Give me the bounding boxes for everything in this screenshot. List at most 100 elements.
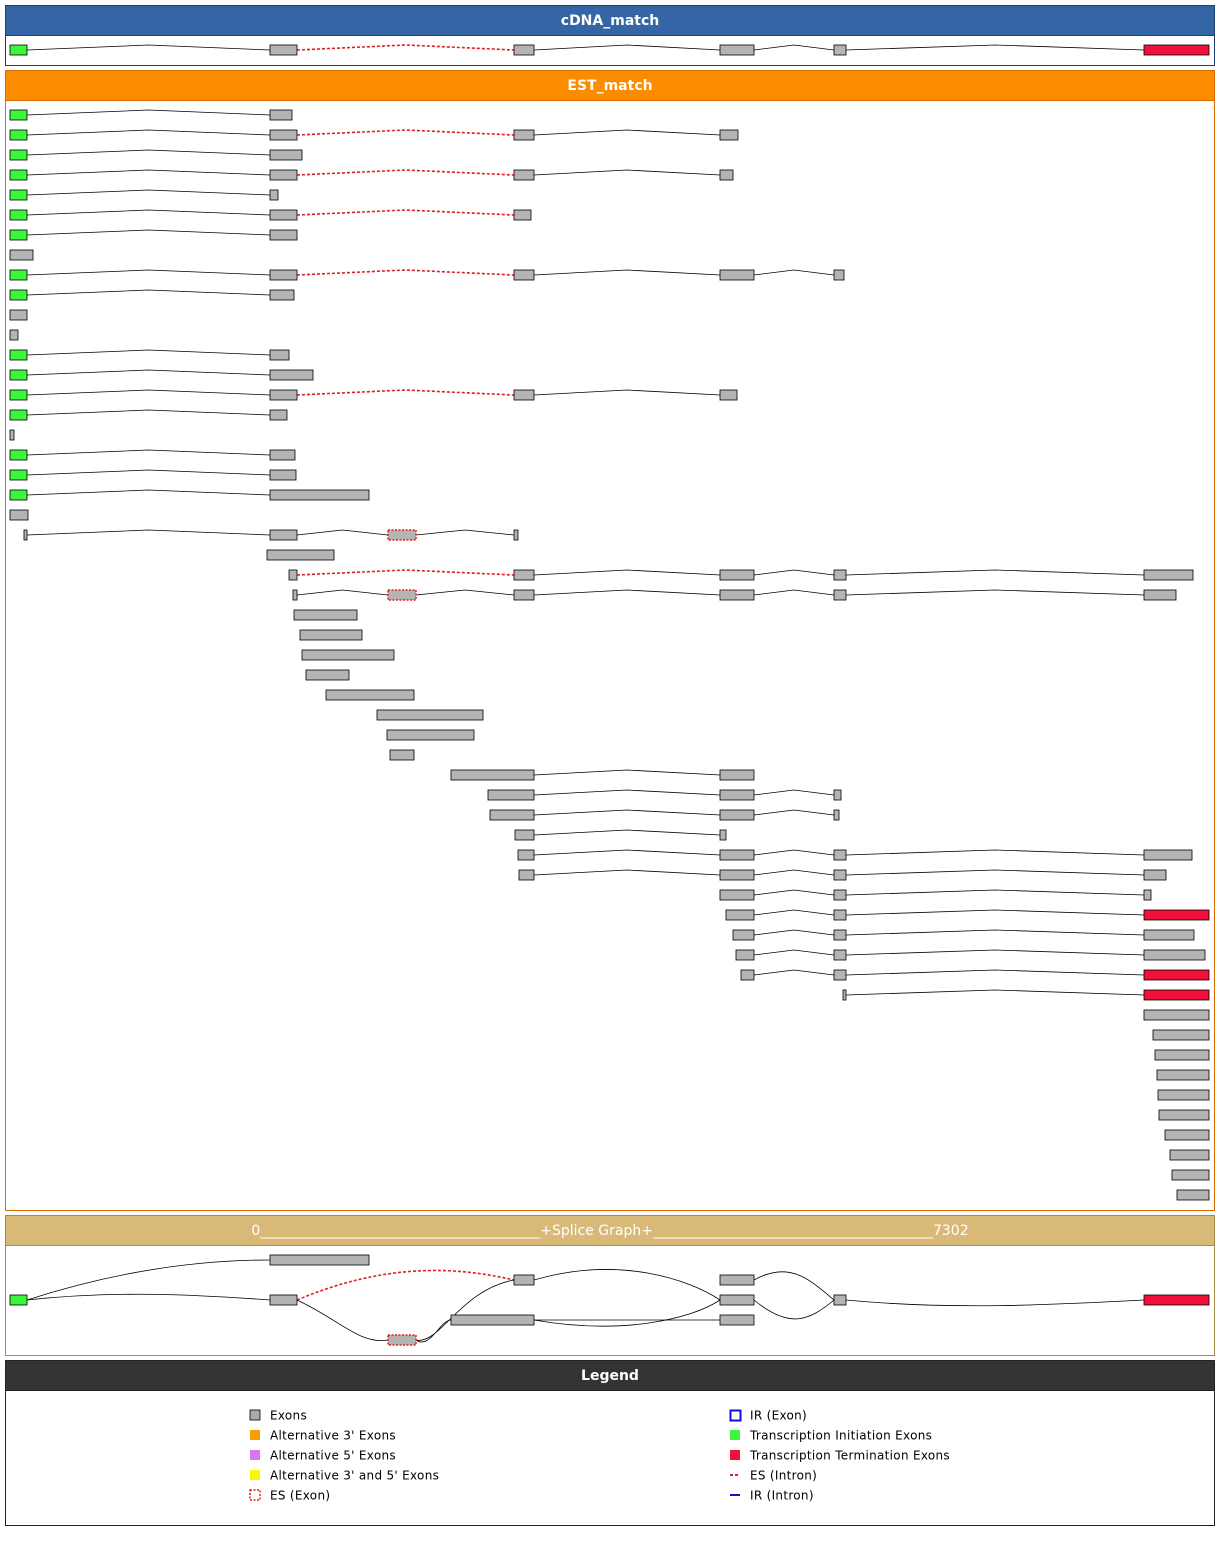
exon [269, 469, 297, 481]
intron [533, 589, 721, 596]
exon [719, 869, 755, 881]
initiation-exon [9, 189, 28, 201]
intron [753, 849, 835, 856]
exon [9, 329, 19, 341]
exon [833, 789, 842, 801]
intron [26, 209, 271, 216]
intron [26, 109, 271, 116]
intron [753, 909, 835, 916]
exon [1143, 589, 1177, 601]
exon [269, 209, 298, 221]
initiation-exon [9, 369, 28, 381]
intron [26, 189, 271, 196]
exon [719, 809, 755, 821]
exon [513, 44, 535, 56]
exon [1169, 1149, 1210, 1161]
exon [719, 769, 755, 781]
cdna-title: cDNA_match [561, 13, 659, 29]
exon [9, 509, 29, 521]
legend-label: Alternative 5' Exons [270, 1449, 396, 1463]
intron [533, 789, 721, 796]
intron [753, 969, 835, 976]
exon [1164, 1129, 1210, 1141]
exon [1176, 1189, 1210, 1201]
est-rows [9, 44, 1210, 1201]
exon [513, 209, 532, 221]
intron [26, 149, 271, 156]
legend-label: IR (Intron) [750, 1489, 814, 1503]
initiation-exon [9, 389, 28, 401]
intron [845, 909, 1145, 916]
intron [753, 949, 835, 956]
exon [288, 569, 298, 581]
exon [1157, 1089, 1210, 1101]
exon [269, 129, 298, 141]
intron [533, 169, 721, 176]
exon [450, 769, 535, 781]
legend-label: ES (Exon) [270, 1489, 330, 1503]
exon [9, 309, 28, 321]
exon [325, 689, 415, 701]
intron [845, 989, 1145, 996]
legend-header [5, 1360, 1215, 1391]
intron [26, 449, 271, 456]
es-intron [296, 569, 515, 576]
intron [533, 389, 721, 396]
legend-label: Exons [270, 1409, 307, 1423]
exon [301, 649, 395, 661]
intron [26, 389, 271, 396]
exon [719, 849, 755, 861]
intron [26, 44, 271, 51]
exon [269, 389, 298, 401]
es-intron [296, 389, 515, 396]
es-intron [296, 129, 515, 136]
intron [26, 129, 271, 136]
legend-icons [249, 1409, 742, 1501]
exon [1158, 1109, 1210, 1121]
initiation-exon [9, 109, 28, 121]
exon [513, 589, 535, 601]
initiation-exon [9, 44, 28, 56]
initiation-exon [9, 349, 28, 361]
exon [269, 369, 314, 381]
exon [517, 849, 535, 861]
exon [719, 889, 755, 901]
exon [269, 269, 298, 281]
splice-graph [9, 1254, 1210, 1346]
exon [518, 869, 535, 881]
exon [1143, 889, 1152, 901]
initiation-exon [9, 149, 28, 161]
exon [1152, 1029, 1210, 1041]
exon [269, 229, 298, 241]
intron [533, 569, 721, 576]
exon [719, 169, 734, 181]
legend-title: Legend [581, 1368, 639, 1384]
initiation-exon [9, 209, 28, 221]
cdna-header [5, 5, 1215, 36]
exon [23, 529, 28, 541]
intron [296, 529, 389, 536]
exon [305, 669, 350, 681]
exon [833, 44, 847, 56]
intron [26, 469, 271, 476]
legend-label: Transcription Initiation Exons [749, 1429, 932, 1443]
exon [1143, 949, 1206, 961]
intron [845, 569, 1145, 576]
est-panel [5, 70, 1215, 1211]
exon [9, 429, 15, 441]
intron [415, 529, 515, 536]
intron [533, 849, 721, 856]
exon [1143, 869, 1167, 881]
es-exon [387, 529, 417, 541]
exon [833, 889, 847, 901]
es-intron [296, 269, 515, 276]
exon [833, 969, 847, 981]
exon [269, 189, 279, 201]
exon [9, 249, 34, 261]
termination-exon [1143, 989, 1210, 1001]
exon [514, 829, 535, 841]
es-exon [387, 589, 417, 601]
initiation-exon [9, 289, 28, 301]
exon [266, 549, 335, 561]
exon [269, 449, 296, 461]
